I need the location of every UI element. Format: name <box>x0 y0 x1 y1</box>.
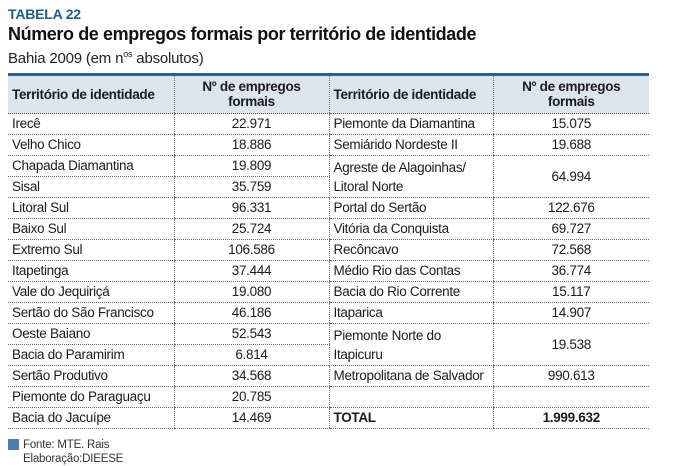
territory-cell: Semiárido Nordeste II <box>328 134 493 156</box>
territory-cell: Vale do Jequiriçá <box>8 281 174 303</box>
territory-cell <box>328 386 493 408</box>
territory-cell: Itaparica <box>328 302 493 324</box>
territory-cell: Sisal <box>8 176 174 198</box>
territory-cell: Vitória da Conquista <box>328 218 493 240</box>
value-cell: 52.543 <box>173 323 329 345</box>
column-header-jobs-right: Nº de empregos formais <box>492 74 649 114</box>
table-row: Itapetinga 37.444 Médio Rio das Contas 3… <box>8 260 649 282</box>
table-row: Oeste Baiano 52.543 Piemonte Norte do It… <box>8 323 649 366</box>
value-cell: 64.994 <box>492 155 649 198</box>
territory-cell: Portal do Sertão <box>328 197 493 219</box>
table-row: Extremo Sul 106.586 Recôncavo 72.568 <box>8 239 649 261</box>
value-cell: 35.759 <box>173 176 329 198</box>
subtitle-prefix: Bahia 2009 (em n <box>8 50 124 67</box>
elaboration-text: Elaboração:DIEESE <box>23 453 124 465</box>
subtitle-superscript: os <box>123 49 133 59</box>
table-row: Sertão Produtivo 34.568 Metropolitana de… <box>8 365 649 387</box>
territory-cell: Piemonte Norte do Itapicuru <box>328 323 493 366</box>
column-header-jobs-left: Nº de empregos formais <box>173 74 329 114</box>
header-row: Território de identidade Nº de empregos … <box>8 74 649 114</box>
table-row: Sisal 35.759 <box>8 176 649 198</box>
territory-cell: Litoral Sul <box>8 197 174 219</box>
table-row: Piemonte do Paraguaçu 20.785 <box>8 386 649 408</box>
value-cell: 14.469 <box>173 407 329 429</box>
value-cell: 106.586 <box>173 239 329 261</box>
territory-cell: Extremo Sul <box>8 239 174 261</box>
value-cell: 19.538 <box>492 323 649 366</box>
source-bullet-icon <box>8 439 19 450</box>
subtitle-suffix: absolutos) <box>132 50 204 67</box>
territory-cell: Bacia do Paramirim <box>8 344 174 366</box>
table-row: Bacia do Jacuípe 14.469 TOTAL 1.999.632 <box>8 407 649 429</box>
territory-cell: Recôncavo <box>328 239 493 261</box>
territory-cell: Sertão do São Francisco <box>8 302 174 324</box>
value-cell: 22.971 <box>173 113 329 135</box>
value-cell: 122.676 <box>492 197 649 219</box>
territory-cell: Sertão Produtivo <box>8 365 174 387</box>
table-row: Baixo Sul 25.724 Vitória da Conquista 69… <box>8 218 649 240</box>
table-row: Irecê 22.971 Piemonte da Diamantina 15.0… <box>8 113 649 135</box>
territory-cell: Oeste Baiano <box>8 323 174 345</box>
territory-cell: Piemonte da Diamantina <box>328 113 493 135</box>
value-cell: 37.444 <box>173 260 329 282</box>
value-cell: 19.688 <box>492 134 649 156</box>
value-cell: 990.613 <box>492 365 649 387</box>
table-row: Velho Chico 18.886 Semiárido Nordeste II… <box>8 134 649 156</box>
source-text: Fonte: MTE. Rais <box>23 439 110 451</box>
table-footer: Fonte: MTE. Rais Elaboração:DIEESE <box>8 438 700 466</box>
value-cell: 6.814 <box>173 344 329 366</box>
territory-cell: Velho Chico <box>8 134 174 156</box>
table-label: TABELA 22 <box>8 6 81 22</box>
total-value-cell: 1.999.632 <box>492 407 649 429</box>
value-cell: 15.117 <box>492 281 649 303</box>
territory-cell: Itapetinga <box>8 260 174 282</box>
table-row: Vale do Jequiriçá 19.080 Bacia do Rio Co… <box>8 281 649 303</box>
data-table: Território de identidade Nº de empregos … <box>8 73 649 429</box>
value-cell: 19.809 <box>173 155 329 177</box>
value-cell: 46.186 <box>173 302 329 324</box>
territory-cell: Bacia do Jacuípe <box>8 407 174 429</box>
value-cell: 69.727 <box>492 218 649 240</box>
value-cell: 18.886 <box>173 134 329 156</box>
territory-cell: Piemonte do Paraguaçu <box>8 386 174 408</box>
value-cell <box>492 386 649 408</box>
table-row: Litoral Sul 96.331 Portal do Sertão 122.… <box>8 197 649 219</box>
territory-cell: Metropolitana de Salvador <box>328 365 493 387</box>
value-cell: 25.724 <box>173 218 329 240</box>
territory-cell: Médio Rio das Contas <box>328 260 493 282</box>
territory-cell: Bacia do Rio Corrente <box>328 281 493 303</box>
value-cell: 36.774 <box>492 260 649 282</box>
value-cell: 96.331 <box>173 197 329 219</box>
value-cell: 20.785 <box>173 386 329 408</box>
territory-cell: Irecê <box>8 113 174 135</box>
page-title: Número de empregos formais por territóri… <box>8 24 477 44</box>
column-header-territory-left: Território de identidade <box>8 74 174 114</box>
value-cell: 15.075 <box>492 113 649 135</box>
value-cell: 14.907 <box>492 302 649 324</box>
value-cell: 19.080 <box>173 281 329 303</box>
territory-cell: Chapada Diamantina <box>8 155 174 177</box>
table-row: Chapada Diamantina 19.809 Agreste de Ala… <box>8 155 649 198</box>
territory-cell: Baixo Sul <box>8 218 174 240</box>
table-row: Bacia do Paramirim 6.814 <box>8 344 649 366</box>
value-cell: 34.568 <box>173 365 329 387</box>
column-header-territory-right: Território de identidade <box>328 74 493 114</box>
table-row: Sertão do São Francisco 46.186 Itaparica… <box>8 302 649 324</box>
total-label-cell: TOTAL <box>328 407 493 429</box>
value-cell: 72.568 <box>492 239 649 261</box>
page-subtitle: Bahia 2009 (em nos absolutos) <box>8 46 700 67</box>
territory-cell: Agreste de Alagoinhas/ Litoral Norte <box>328 155 493 198</box>
